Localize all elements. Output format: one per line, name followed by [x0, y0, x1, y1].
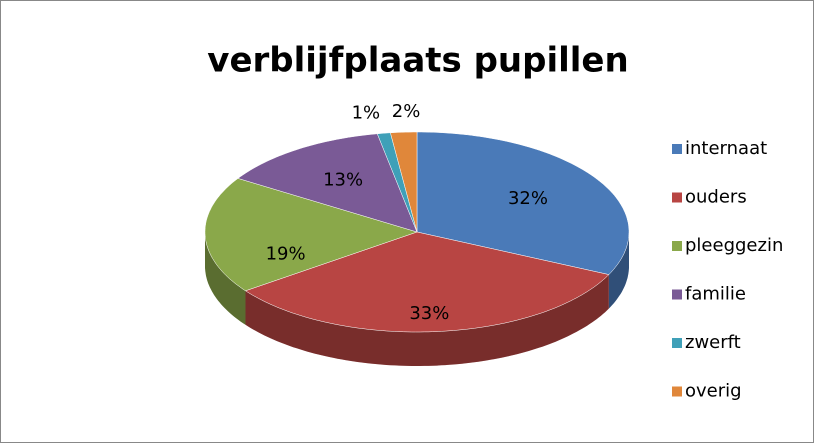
legend-swatch	[672, 192, 682, 203]
legend-label: ouders	[685, 187, 747, 208]
legend-label: overig	[685, 381, 742, 402]
legend-swatch	[672, 144, 682, 154]
data-label: 2%	[392, 101, 421, 122]
legend-swatch	[672, 386, 682, 397]
data-label: 13%	[323, 170, 363, 191]
pie-side	[608, 232, 629, 309]
data-label: 19%	[266, 243, 306, 264]
pie-side-shade	[608, 232, 629, 309]
legend-label: internaat	[685, 138, 767, 159]
chart-title: verblijfplaats pupillen	[207, 41, 628, 81]
legend-label: zwerft	[685, 332, 741, 353]
pie-slice	[390, 131, 418, 233]
legend-label: familie	[685, 284, 746, 305]
pie-slice	[416, 131, 630, 275]
data-label: 32%	[508, 188, 548, 209]
data-label: 33%	[409, 303, 449, 324]
data-label: 1%	[352, 102, 381, 123]
pie-side	[245, 274, 609, 366]
legend-swatch	[672, 338, 682, 348]
pie-slice	[204, 178, 418, 292]
pie-slice	[237, 133, 418, 233]
pie-side-shade	[205, 232, 246, 325]
pie-side-shade	[245, 274, 609, 366]
pie-side	[205, 232, 246, 325]
legend-label: pleeggezin	[685, 235, 783, 256]
pie-slice	[244, 231, 610, 333]
legend-swatch	[672, 289, 682, 300]
legend-swatch	[672, 241, 682, 251]
